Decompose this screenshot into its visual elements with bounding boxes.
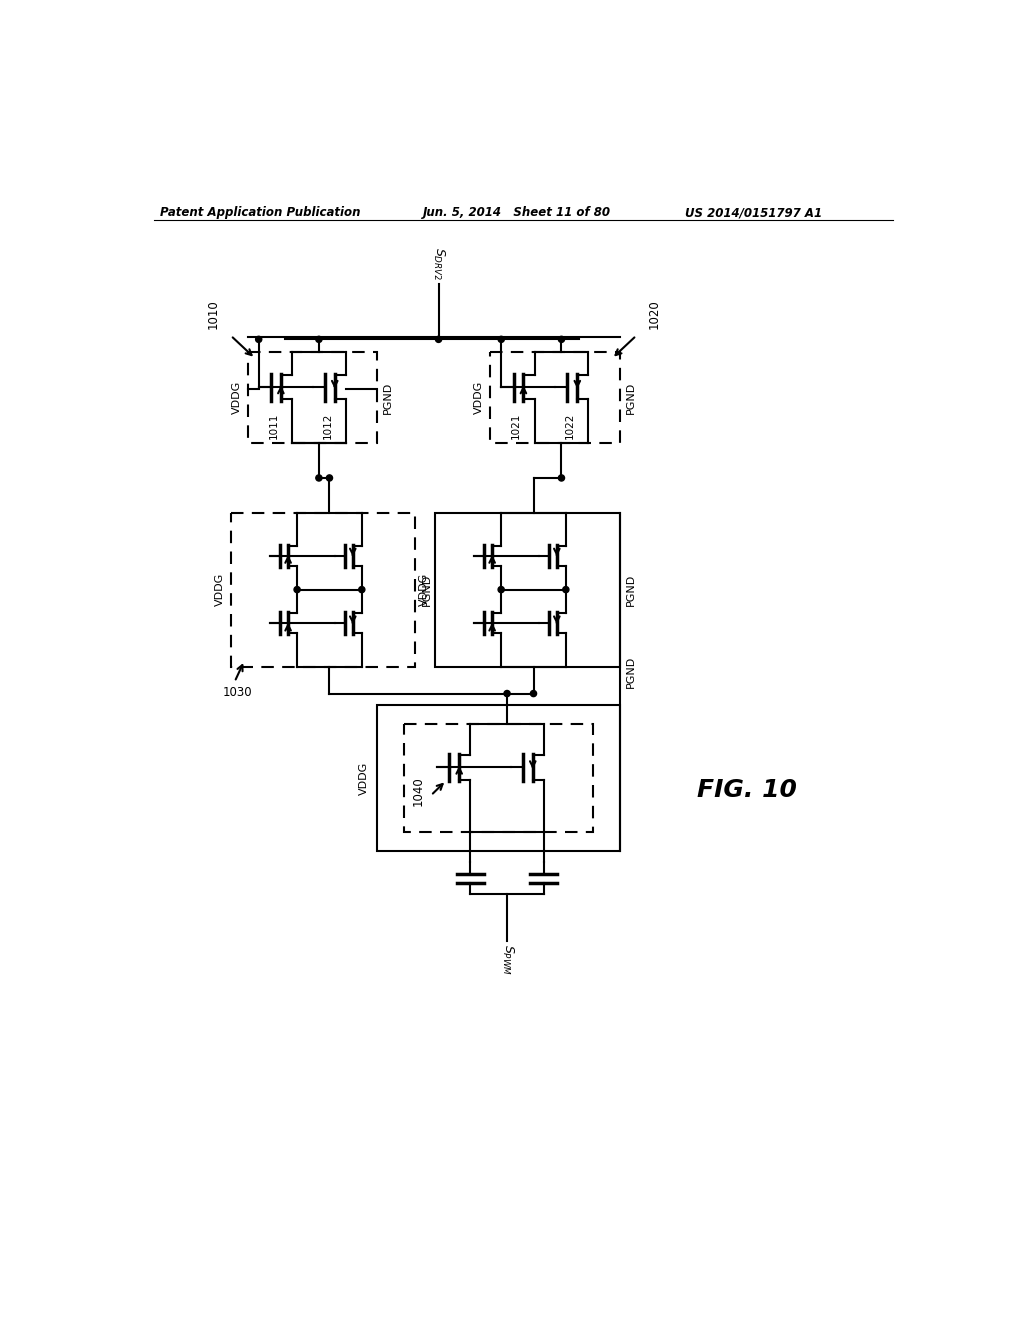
- Circle shape: [435, 337, 441, 342]
- Circle shape: [358, 586, 365, 593]
- Circle shape: [563, 586, 569, 593]
- Circle shape: [530, 690, 537, 697]
- Circle shape: [558, 475, 564, 480]
- Text: Patent Application Publication: Patent Application Publication: [160, 206, 360, 219]
- Bar: [403, 725, 593, 832]
- Circle shape: [294, 586, 300, 593]
- Text: VDDG: VDDG: [474, 381, 484, 414]
- Text: PGND: PGND: [626, 381, 636, 414]
- Circle shape: [498, 337, 504, 342]
- Circle shape: [498, 586, 504, 593]
- Circle shape: [558, 337, 564, 342]
- Text: 1020: 1020: [647, 300, 660, 330]
- Circle shape: [256, 337, 262, 342]
- Text: 1012: 1012: [323, 413, 333, 440]
- Text: VDDG: VDDG: [214, 573, 224, 606]
- Circle shape: [315, 337, 322, 342]
- Bar: [377, 705, 620, 851]
- Circle shape: [504, 690, 510, 697]
- Bar: [490, 352, 620, 444]
- Text: 1021: 1021: [511, 413, 521, 440]
- Text: 1040: 1040: [412, 776, 425, 807]
- Text: PGND: PGND: [626, 573, 636, 606]
- Text: VDDG: VDDG: [419, 573, 429, 606]
- Text: 1010: 1010: [207, 300, 219, 330]
- Bar: [248, 352, 377, 444]
- Text: $S_{PWM}$: $S_{PWM}$: [500, 944, 515, 975]
- Text: VDDG: VDDG: [231, 381, 242, 414]
- Text: 1011: 1011: [268, 413, 279, 440]
- Text: 1030: 1030: [223, 686, 253, 698]
- Text: $S_{DRV2}$: $S_{DRV2}$: [431, 247, 446, 280]
- Text: US 2014/0151797 A1: US 2014/0151797 A1: [685, 206, 822, 219]
- Text: FIG. 10: FIG. 10: [696, 777, 797, 801]
- Bar: [435, 512, 620, 667]
- Text: Jun. 5, 2014   Sheet 11 of 80: Jun. 5, 2014 Sheet 11 of 80: [423, 206, 611, 219]
- Text: VDDG: VDDG: [359, 762, 370, 795]
- Circle shape: [315, 475, 322, 480]
- Text: 1022: 1022: [565, 413, 575, 440]
- Text: PGND: PGND: [626, 656, 636, 689]
- Circle shape: [327, 475, 333, 480]
- Text: PGND: PGND: [383, 381, 393, 414]
- Text: PGND: PGND: [422, 573, 432, 606]
- Bar: [230, 512, 416, 667]
